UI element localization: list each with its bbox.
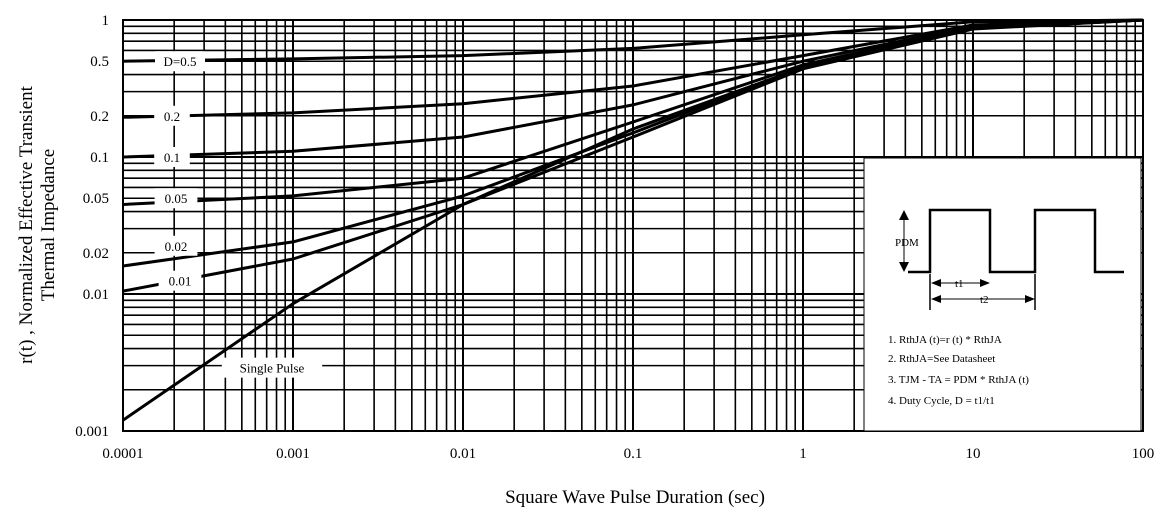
t1-label: t1 [955,278,964,290]
inset-note-3: 3. TJM - TA = PDM * RthJA (t) [888,374,1029,386]
x-tick-label: 0.001 [276,446,310,462]
t2-arrow-left [931,295,941,303]
series-line [122,18,1144,63]
series-label-bg [154,235,198,256]
x-tick-label: 0.0001 [102,446,143,462]
series-label: 0.02 [165,239,188,254]
series-label: 0.05 [165,191,188,206]
y-tick-label: 0.02 [83,246,109,262]
y-tick-label: 0.05 [83,191,109,207]
y-tick-label: 0.1 [90,150,109,166]
x-tick-label: 0.1 [624,446,643,462]
t2-label: t2 [980,294,989,306]
x-tick-label: 0.01 [450,446,476,462]
series-label: 0.1 [164,150,180,165]
y-axis-title-line1: r(t) , Normalized Effective Transient [16,85,37,363]
series-line [122,18,1144,422]
pulse-waveform [908,208,1124,274]
t1-arrow-right [980,279,990,287]
y-tick-label: 0.01 [83,287,109,303]
y-tick-label: 1 [102,13,110,29]
series-label-bg [154,105,190,126]
t1-arrow-left [931,279,941,287]
inset-box [863,157,1142,432]
series-label: 0.01 [169,274,192,289]
y-axis-title-line2: Thermal Impedance [38,149,59,301]
y-tick-label: 0.2 [90,109,109,125]
tick-labels: 0.0001 0.001 0.01 0.1 1 10 100 1 0.5 0.2 0.1 0.05 0.… [75,13,1154,462]
inset-panel: PDM t1 t2 1. RthJA (t)=r (t) * RthJA 2. … [863,157,1142,432]
series-label: Single Pulse [240,361,305,376]
series-label-bg [155,51,205,72]
pdm-arrow-top [899,210,909,220]
curves [122,18,1144,422]
curve-labels: D=0.5 0.2 0.1 0.05 0.02 0.01 Single Pulse [154,51,323,378]
x-tick-label: 1 [799,446,807,462]
inset-note-2: 2. RthJA=See Datasheet [888,353,995,365]
series-label-bg [154,188,198,209]
series-label-bg [221,357,323,378]
x-axis-title: Square Wave Pulse Duration (sec) [505,487,765,508]
x-tick-label: 100 [1132,446,1155,462]
t2-arrow-right [1025,295,1035,303]
series-label-bg [158,270,202,291]
inset-note-1: 1. RthJA (t)=r (t) * RthJA [888,334,1002,346]
y-tick-label: 0.5 [90,54,109,70]
series-label: D=0.5 [164,54,197,69]
series-label: 0.2 [164,109,180,124]
pdm-arrow-bottom [899,262,909,272]
x-tick-label: 10 [966,446,981,462]
pdm-label: PDM [895,237,919,249]
inset-note-4: 4. Duty Cycle, D = t1/t1 [888,395,995,407]
series-label-bg [154,147,190,167]
y-tick-label: 0.001 [75,424,109,440]
